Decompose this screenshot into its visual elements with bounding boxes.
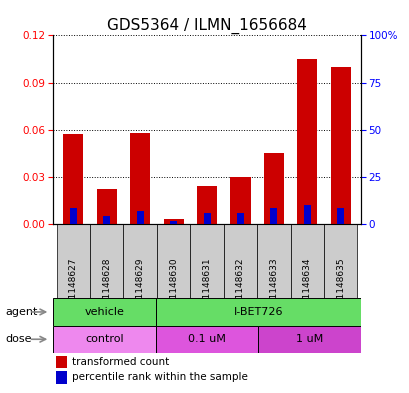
Bar xyxy=(170,221,177,224)
Text: 1 uM: 1 uM xyxy=(295,334,322,344)
Text: GSM1148634: GSM1148634 xyxy=(302,257,311,318)
Bar xyxy=(230,177,250,224)
Text: 0.1 uM: 0.1 uM xyxy=(188,334,225,344)
Bar xyxy=(256,224,290,298)
Bar xyxy=(70,208,76,224)
Bar xyxy=(53,298,155,326)
Bar xyxy=(323,224,357,298)
Bar xyxy=(56,371,67,384)
Bar xyxy=(157,224,190,298)
Text: percentile rank within the sample: percentile rank within the sample xyxy=(72,372,247,382)
Text: GSM1148629: GSM1148629 xyxy=(135,257,144,318)
Bar xyxy=(290,224,323,298)
Bar xyxy=(103,216,110,224)
Text: agent: agent xyxy=(6,307,38,317)
Bar xyxy=(123,224,157,298)
Bar xyxy=(297,59,317,224)
Bar xyxy=(263,153,283,224)
Bar xyxy=(197,186,216,224)
Bar xyxy=(236,213,243,224)
Text: GSM1148635: GSM1148635 xyxy=(335,257,344,318)
Bar xyxy=(203,213,210,224)
Bar xyxy=(97,189,117,224)
Bar xyxy=(223,224,256,298)
Text: control: control xyxy=(85,334,124,344)
Bar xyxy=(190,224,223,298)
Text: transformed count: transformed count xyxy=(72,357,169,367)
Bar xyxy=(155,298,360,326)
Bar xyxy=(130,133,150,224)
Bar xyxy=(270,208,277,224)
Bar xyxy=(90,224,123,298)
Text: GSM1148630: GSM1148630 xyxy=(169,257,178,318)
Text: vehicle: vehicle xyxy=(84,307,124,317)
Bar xyxy=(136,211,144,224)
Text: GSM1148631: GSM1148631 xyxy=(202,257,211,318)
Text: GSM1148627: GSM1148627 xyxy=(69,257,78,318)
Title: GDS5364 / ILMN_1656684: GDS5364 / ILMN_1656684 xyxy=(107,18,306,34)
Bar xyxy=(303,205,310,224)
Text: GSM1148628: GSM1148628 xyxy=(102,257,111,318)
Bar xyxy=(63,134,83,224)
Bar xyxy=(53,326,155,353)
Bar xyxy=(258,326,360,353)
Text: GSM1148632: GSM1148632 xyxy=(236,257,244,318)
Text: dose: dose xyxy=(6,334,32,344)
Text: I-BET726: I-BET726 xyxy=(233,307,282,317)
Bar xyxy=(155,326,258,353)
Bar xyxy=(56,356,67,368)
Bar xyxy=(337,208,344,224)
Bar xyxy=(163,219,183,224)
Bar xyxy=(56,224,90,298)
Bar xyxy=(330,67,350,224)
Text: GSM1148633: GSM1148633 xyxy=(269,257,278,318)
